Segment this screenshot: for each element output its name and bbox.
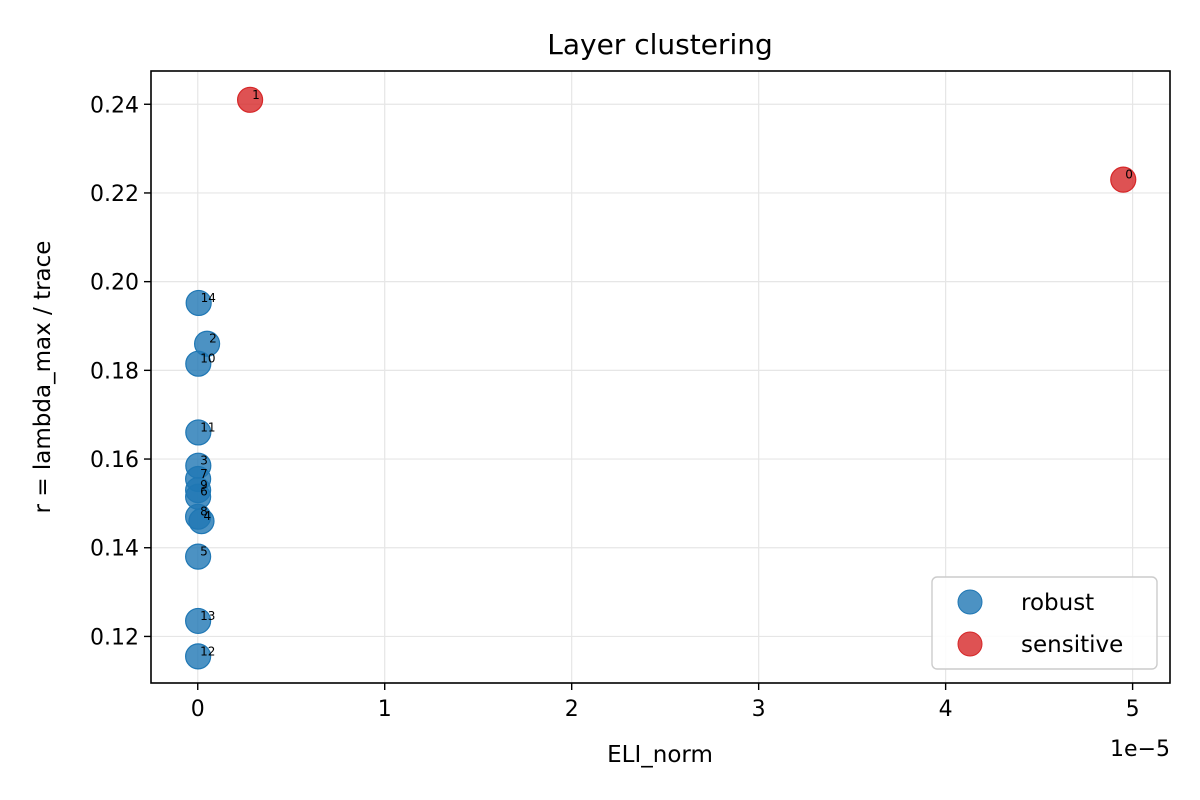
data-point-label: 3: [200, 454, 208, 468]
data-point-label: 6: [200, 485, 208, 499]
data-point-label: 4: [203, 509, 211, 523]
legend-marker-sensitive: [957, 631, 983, 657]
data-point-label: 10: [200, 352, 215, 366]
chart-title: Layer clustering: [547, 28, 773, 61]
plot-frame: [150, 70, 1171, 684]
legend-box: [931, 576, 1158, 670]
data-point-label: 0: [1125, 168, 1133, 182]
data-point-label: 1: [252, 88, 260, 102]
data-point-sensitive-1: [236, 86, 264, 113]
y-tick-label: 0.14: [90, 537, 139, 562]
x-tick-label: 2: [565, 697, 579, 722]
y-tick-label: 0.12: [90, 625, 139, 650]
data-point-label: 5: [200, 545, 208, 559]
data-point-robust-12: [185, 643, 212, 670]
x-tick-label: 0: [191, 697, 205, 722]
x-axis-offset-text: 1e−5: [1110, 737, 1170, 762]
data-point-label: 11: [200, 420, 215, 434]
x-tick-label: 4: [939, 697, 953, 722]
data-point-robust-14: [185, 289, 212, 317]
data-point-label: 7: [200, 467, 208, 481]
x-tick-label: 5: [1126, 697, 1140, 722]
legend-marker-robust: [957, 589, 983, 615]
ticks-layer: 0 1 2 3 4 50.120.140.160.180.200.220.24: [90, 93, 1140, 722]
legend-label-robust: robust: [1021, 590, 1094, 616]
data-point-robust-13: [185, 607, 212, 635]
data-point-label: 8: [200, 505, 208, 519]
x-tick-label: 1: [378, 697, 392, 722]
data-point-label: 14: [201, 291, 216, 305]
data-point-robust-10: [185, 350, 212, 377]
data-point-sensitive-0: [1110, 166, 1137, 193]
data-point-label: 9: [200, 478, 208, 492]
legend-label-sensitive: sensitive: [1021, 632, 1123, 658]
y-tick-label: 0.18: [90, 359, 139, 384]
y-tick-label: 0.22: [90, 182, 139, 207]
data-point-robust-5: [185, 543, 212, 570]
data-point-robust-11: [185, 419, 212, 446]
y-axis-label: r = lambda_max / trace: [30, 241, 56, 514]
data-point-label: 13: [200, 609, 215, 623]
data-point-label: 2: [209, 332, 217, 346]
x-axis-label: ELI_norm: [607, 742, 713, 768]
y-tick-label: 0.24: [90, 93, 139, 118]
data-point-label: 12: [200, 644, 215, 658]
y-tick-label: 0.20: [90, 271, 139, 296]
legend: robust sensitive: [931, 576, 1158, 670]
x-tick-label: 3: [752, 697, 766, 722]
data-point-robust-4: [188, 508, 215, 535]
y-tick-label: 0.16: [90, 448, 139, 473]
